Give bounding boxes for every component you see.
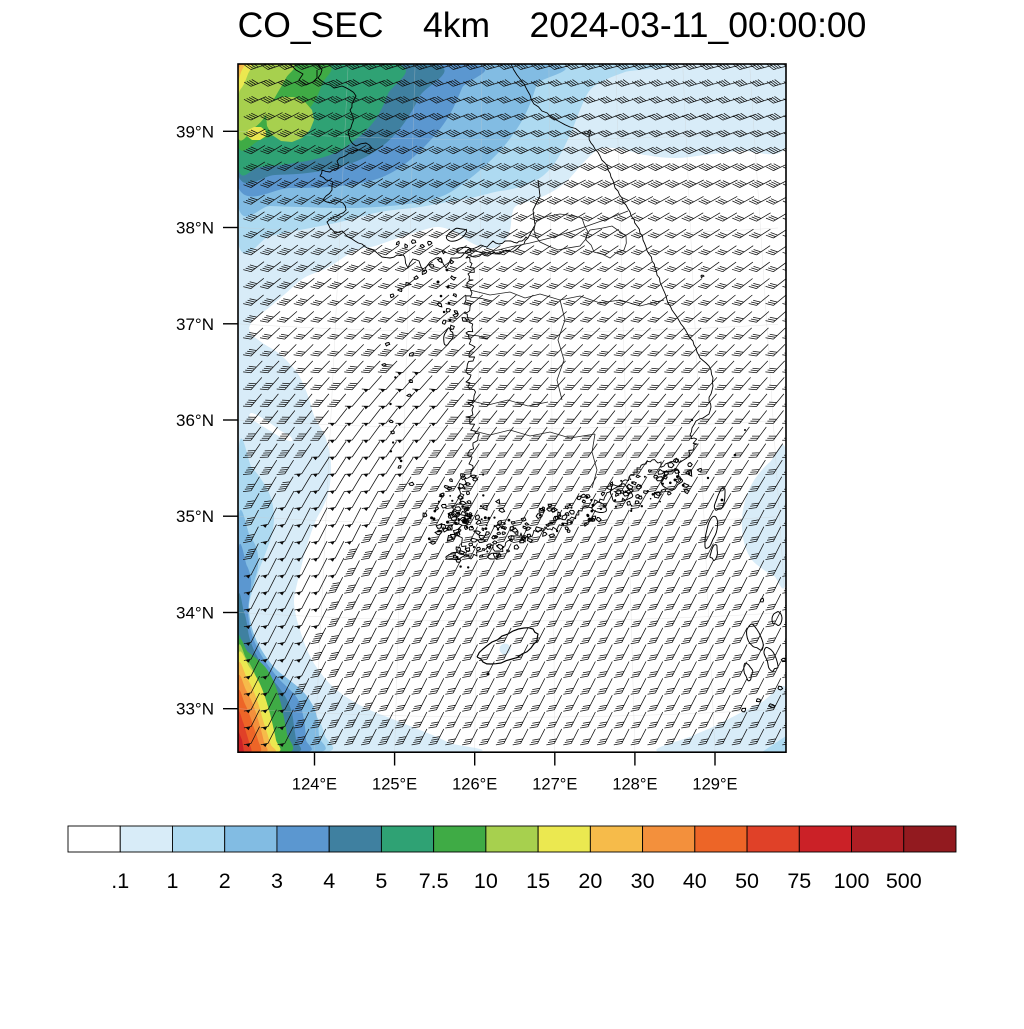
svg-text:129°E: 129°E [692, 776, 737, 794]
svg-text:33°N: 33°N [176, 700, 214, 719]
svg-text:34°N: 34°N [176, 604, 214, 623]
svg-text:125°E: 125°E [372, 776, 417, 794]
svg-text:100: 100 [834, 869, 870, 893]
svg-text:126°E: 126°E [452, 776, 497, 794]
svg-text:30: 30 [631, 869, 655, 893]
svg-text:127°E: 127°E [532, 776, 577, 794]
svg-text:40: 40 [683, 869, 707, 893]
svg-text:3: 3 [271, 869, 283, 893]
svg-text:2: 2 [219, 869, 231, 893]
svg-text:15: 15 [526, 869, 550, 893]
svg-text:20: 20 [578, 869, 602, 893]
svg-text:7.5: 7.5 [419, 869, 449, 893]
svg-text:CO_SEC 4km 2024-03-11_00: CO_SEC 4km 2024-03-11_00:00:00 [238, 5, 867, 45]
svg-text:35°N: 35°N [176, 507, 214, 526]
svg-text:75: 75 [787, 869, 811, 893]
svg-text:128°E: 128°E [612, 776, 657, 794]
svg-text:5: 5 [375, 869, 387, 893]
svg-text:37°N: 37°N [176, 315, 214, 334]
svg-text:124°E: 124°E [292, 776, 337, 794]
svg-text:500: 500 [886, 869, 922, 893]
svg-text:39°N: 39°N [176, 122, 214, 141]
svg-text:38°N: 38°N [176, 219, 214, 238]
svg-text:10: 10 [474, 869, 498, 893]
svg-text:50: 50 [735, 869, 759, 893]
svg-text:4: 4 [323, 869, 335, 893]
svg-text:36°N: 36°N [176, 411, 214, 430]
svg-text:1: 1 [166, 869, 178, 893]
svg-text:.1: .1 [111, 869, 129, 893]
